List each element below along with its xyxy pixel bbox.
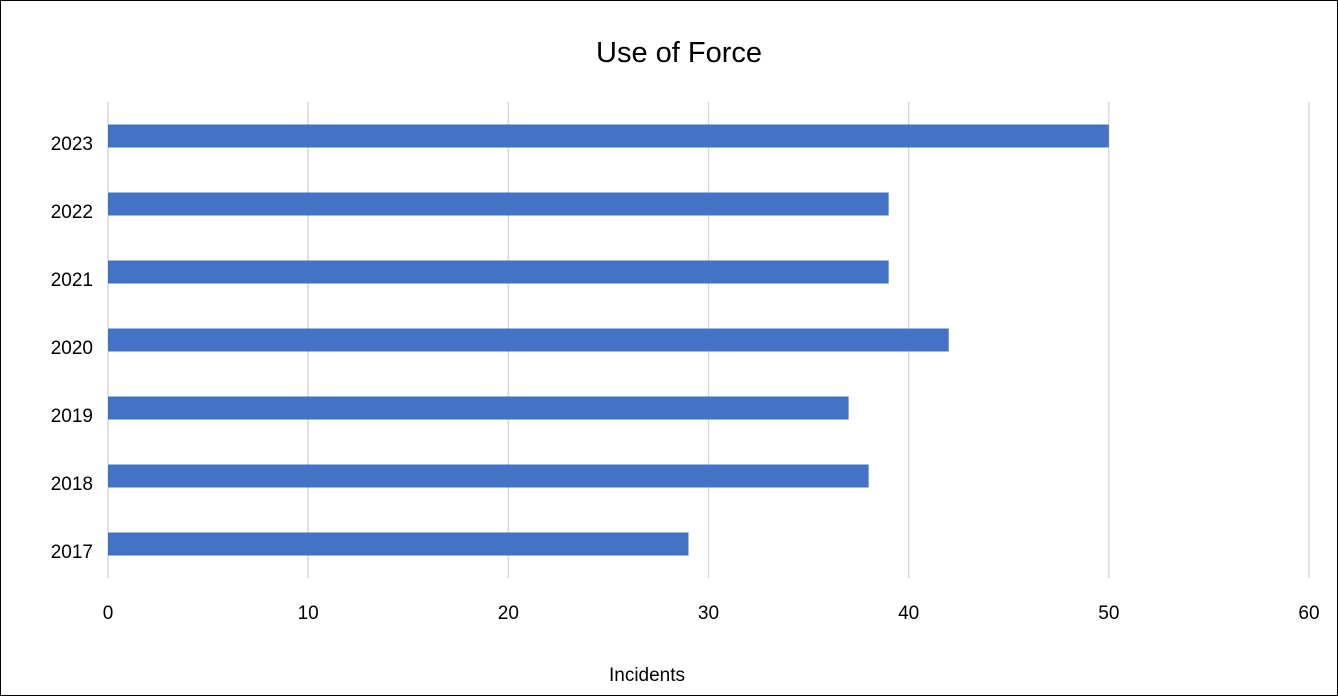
chart-title: Use of Force: [596, 37, 762, 69]
y-tick-label: 2021: [51, 270, 93, 291]
y-tick-label: 2020: [51, 338, 93, 359]
bar: [108, 328, 949, 352]
y-tick-label: 2018: [51, 474, 93, 495]
x-tick-label: 10: [298, 603, 319, 624]
x-tick-labels: 0 10 20 30 40 50 60: [103, 603, 1320, 624]
x-axis-label: Incidents: [609, 665, 685, 686]
bar: [108, 532, 689, 556]
x-tick-label: 60: [1298, 603, 1319, 624]
x-tick-label: 40: [898, 603, 919, 624]
bar: [108, 192, 889, 216]
bar: [108, 260, 889, 284]
x-tick-label: 20: [498, 603, 519, 624]
bar: [108, 396, 849, 420]
bar: [108, 464, 869, 488]
x-tick-label: 0: [103, 603, 114, 624]
y-tick-label: 2019: [51, 406, 93, 427]
y-tick-label: 2023: [51, 134, 93, 155]
y-tick-labels: 2017 2018 2019 2020 2021 2022 2023: [51, 134, 93, 563]
x-tick-label: 30: [698, 603, 719, 624]
y-tick-label: 2017: [51, 542, 93, 563]
bars: [108, 124, 1109, 556]
bar: [108, 124, 1109, 148]
y-tick-label: 2022: [51, 202, 93, 223]
x-tick-label: 50: [1098, 603, 1119, 624]
